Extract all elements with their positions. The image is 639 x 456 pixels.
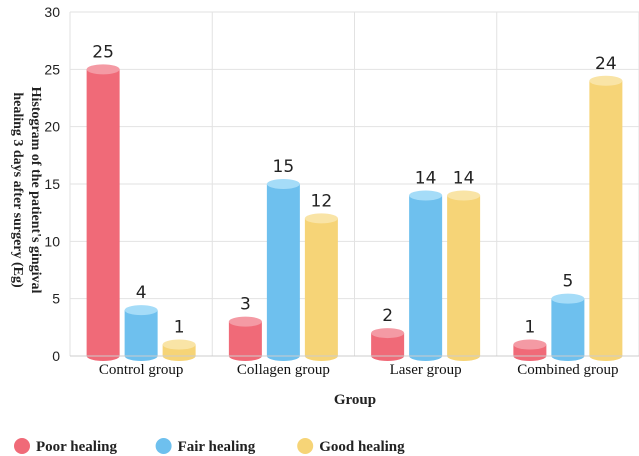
x-tick-label: Laser group (390, 362, 462, 378)
bar-cap (124, 305, 158, 316)
bar-body (228, 321, 262, 356)
bar-cap (266, 179, 300, 189)
bar-cap (86, 64, 120, 75)
bar-body (513, 344, 547, 356)
data-label: 1 (174, 318, 185, 338)
data-label: 24 (595, 54, 617, 74)
bar-fair-healing (124, 305, 158, 361)
bar-cap (513, 339, 547, 350)
x-axis-title: Group (334, 392, 376, 408)
y-tick-label: 20 (44, 119, 60, 135)
legend-item-poor-healing: Poor healing (14, 438, 117, 455)
data-label: 4 (136, 283, 147, 303)
bar-fair-healing (409, 190, 443, 361)
x-tick-label: Control group (99, 362, 184, 378)
bar-body (409, 195, 443, 356)
legend-swatch (14, 438, 30, 454)
y-axis-title-line-1: Histogram of the patient's gingival (28, 87, 43, 294)
bar-body (447, 195, 481, 356)
legend-item-good-healing: Good healing (297, 438, 405, 455)
bar-cap (304, 213, 338, 224)
legend-label: Good healing (319, 439, 405, 455)
data-label: 25 (92, 42, 114, 62)
legend-swatch (297, 438, 314, 454)
bar-cap (162, 339, 196, 350)
bar-fair-healing (551, 293, 585, 361)
bar-cap (228, 316, 262, 327)
legend-item-fair-healing: Fair healing (155, 438, 256, 455)
bar-good-healing (589, 75, 623, 361)
bar-good-healing (447, 190, 481, 361)
y-tick-label: 30 (44, 4, 60, 20)
bar-body (266, 184, 300, 356)
bar-cap (551, 293, 585, 304)
bars (86, 64, 623, 361)
data-label: 14 (453, 168, 475, 188)
bar-cap (409, 190, 443, 201)
y-axis-ticks: 0 5 10 15 20 25 30 (44, 4, 60, 364)
bar-body (86, 69, 120, 356)
bar-body (551, 298, 585, 356)
bar-cap (589, 75, 623, 86)
grid-lines (69, 11, 639, 356)
x-tick-label: Combined group (517, 362, 618, 378)
data-label: 3 (240, 295, 251, 315)
data-label: 14 (415, 168, 437, 188)
bar-cap (371, 328, 405, 339)
bar-poor-healing (371, 328, 405, 361)
bar-body (304, 218, 338, 356)
legend-label: Fair healing (178, 439, 256, 455)
y-tick-label: 15 (44, 176, 60, 192)
y-tick-label: 25 (44, 61, 60, 77)
legend: Poor healing Fair healing Good healing (14, 438, 405, 455)
bar-good-healing (162, 339, 196, 361)
bar-fair-healing (266, 179, 300, 361)
bar-body (162, 344, 196, 356)
bar-good-healing (304, 213, 338, 361)
bar-cap (447, 190, 481, 201)
bar-body (124, 310, 158, 356)
legend-swatch (155, 438, 172, 454)
y-tick-label: 10 (44, 233, 60, 249)
data-label: 1 (524, 318, 535, 338)
x-tick-label: Collagen group (237, 362, 330, 378)
bar-poor-healing (513, 339, 547, 361)
bar-body (371, 333, 405, 356)
data-label: 15 (273, 157, 295, 177)
legend-label: Poor healing (36, 439, 117, 455)
y-tick-label: 0 (52, 348, 60, 364)
bar-poor-healing (228, 316, 262, 361)
y-tick-label: 5 (52, 291, 60, 307)
bar-poor-healing (86, 64, 120, 361)
y-axis-title-line-2: healing 3 days after surgery (Eg) (10, 92, 25, 288)
x-axis-categories: Control group Collagen group Laser group Co… (99, 362, 619, 378)
data-label: 12 (311, 191, 333, 211)
data-label: 2 (382, 306, 393, 326)
y-axis-title: Histogram of the patient's gingival heal… (10, 87, 43, 294)
data-label: 5 (562, 272, 573, 292)
bar-body (589, 80, 623, 357)
